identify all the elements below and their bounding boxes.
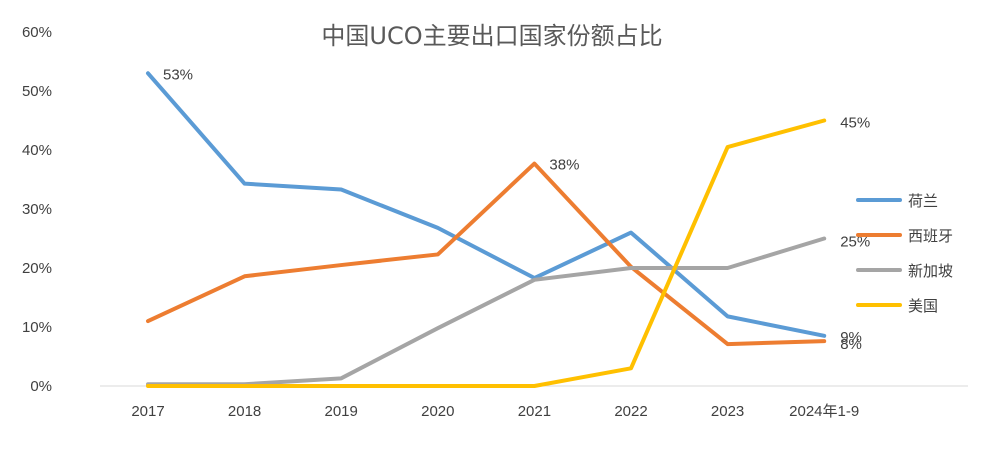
legend-label: 荷兰	[908, 192, 938, 210]
y-tick-label: 40%	[22, 142, 52, 159]
y-axis-ticks: 0% 10% 20% 30% 40% 50% 60%	[22, 24, 52, 395]
series-lines	[146, 71, 827, 388]
x-axis-ticks: 2017 2018 2019 2020 2021 2022 2023 2024年1-9	[131, 403, 859, 420]
legend-label: 新加坡	[908, 262, 953, 280]
x-tick-label: 2022	[614, 403, 647, 420]
y-tick-label: 60%	[22, 24, 52, 41]
data-label: 8%	[840, 336, 862, 353]
legend-label: 西班牙	[908, 227, 953, 245]
x-tick-label: 2021	[518, 403, 551, 420]
data-label: 38%	[549, 157, 579, 174]
data-label: 45%	[840, 115, 870, 132]
series-line-1	[146, 161, 827, 347]
y-tick-label: 30%	[22, 201, 52, 218]
y-tick-label: 50%	[22, 83, 52, 100]
y-tick-label: 0%	[30, 378, 52, 395]
x-tick-label: 2019	[325, 403, 358, 420]
x-tick-label: 2024年1-9	[789, 403, 859, 420]
data-label: 25%	[840, 234, 870, 251]
y-tick-label: 20%	[22, 260, 52, 277]
x-tick-label: 2020	[421, 403, 454, 420]
series-line-2	[146, 236, 827, 387]
legend-label: 美国	[908, 297, 938, 315]
data-labels: 53% 38% 45% 25% 9%8%	[163, 66, 870, 353]
x-tick-label: 2018	[228, 403, 261, 420]
series-line-3	[146, 118, 827, 388]
x-tick-label: 2017	[131, 403, 164, 420]
x-tick-label: 2023	[711, 403, 744, 420]
data-label: 53%	[163, 66, 193, 83]
series-line-0	[146, 71, 827, 338]
chart-title: 中国UCO主要出口国家份额占比	[321, 22, 662, 50]
data-label: 9%	[840, 329, 862, 346]
y-tick-label: 10%	[22, 319, 52, 336]
